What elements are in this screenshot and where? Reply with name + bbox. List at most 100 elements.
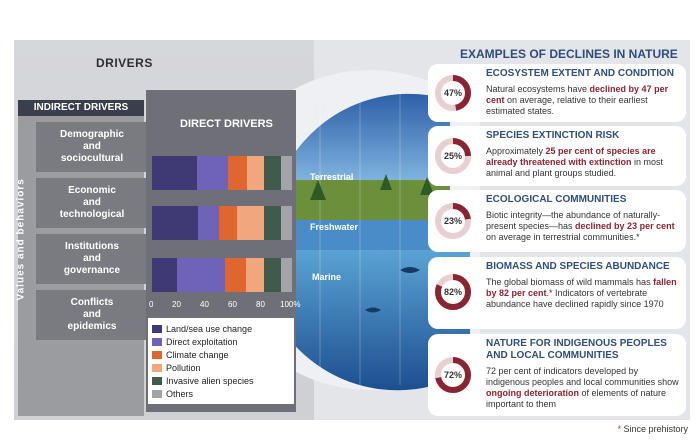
- item-line: governance: [63, 265, 121, 276]
- values-behaviors-label: Values and behaviors: [15, 178, 27, 301]
- card-extinction: 25% SPECIES EXTINCTION RISK Approximatel…: [428, 126, 686, 186]
- donut-chart: 25%: [434, 137, 472, 175]
- donut-chart: 47%: [434, 74, 472, 112]
- item-line: epidemics: [67, 321, 117, 332]
- freshwater-shape: [290, 220, 450, 250]
- bar-segment: [245, 258, 264, 292]
- text-part: Natural ecosystems have: [486, 84, 590, 94]
- card-title: NATURE FOR INDIGENOUS PEOPLES AND LOCAL C…: [486, 338, 667, 362]
- card-title: ECOLOGICAL COMMUNITIES: [486, 194, 626, 206]
- item-line: and: [83, 253, 101, 264]
- bar-segment: [263, 156, 281, 190]
- text-part: Approximately: [486, 146, 546, 156]
- item-line: and: [83, 141, 101, 152]
- item-line: technological: [59, 209, 125, 220]
- legend-label: Invasive alien species: [166, 376, 254, 386]
- indirect-drivers-header: INDIRECT DRIVERS: [18, 100, 144, 116]
- bar-segment: [224, 258, 246, 292]
- direct-drivers-header: DIRECT DRIVERS: [180, 118, 273, 130]
- donut-arc: [435, 274, 471, 310]
- legend-label: Land/sea use change: [166, 324, 253, 334]
- tree-icons: [310, 174, 434, 200]
- drivers-title: DRIVERS: [96, 56, 153, 70]
- donut-percent: 82%: [443, 287, 462, 297]
- item-line: Institutions: [65, 241, 119, 252]
- card-title-line: SPECIES EXTINCTION RISK: [486, 130, 620, 141]
- donut-arc: [435, 75, 471, 111]
- indirect-driver-economic: Economic and technological: [36, 178, 148, 228]
- legend-swatch: [152, 325, 162, 333]
- donut-percent: 23%: [443, 216, 462, 226]
- legend-swatch: [152, 377, 162, 385]
- land-shape: [290, 180, 450, 220]
- legend-swatch: [152, 351, 162, 359]
- tick-label: 100%: [280, 300, 301, 309]
- tick-label: 60: [228, 300, 237, 309]
- card-title-line: BIOMASS AND SPECIES ABUNDANCE: [486, 261, 670, 272]
- donut-percent: 25%: [443, 151, 462, 161]
- text-highlight: fallen by 82 per cent: [486, 277, 677, 298]
- item-line: sociocultural: [60, 153, 124, 164]
- fish-icons: [365, 267, 420, 313]
- legend-label: Others: [166, 389, 194, 399]
- card-indigenous: 72% NATURE FOR INDIGENOUS PEOPLES AND LOC…: [428, 334, 686, 416]
- bar-terrestrial: [152, 156, 292, 190]
- card-text: Natural ecosystems have declined by 47 p…: [486, 84, 682, 117]
- donut-chart: 72%: [434, 356, 472, 394]
- text-part: in most animal and plant groups studied.: [486, 157, 664, 178]
- bar-segment: [280, 156, 292, 190]
- footnote: * Since prehistory: [617, 424, 688, 434]
- donut-arc: [435, 203, 471, 239]
- bar-segment: [280, 258, 292, 292]
- card-communities: 23% ECOLOGICAL COMMUNITIES Biotic integr…: [428, 190, 686, 252]
- donut-percent: 72%: [443, 370, 462, 380]
- realm-freshwater: Freshwater: [310, 222, 359, 232]
- text-part: Biotic integrity—the abundance of natura…: [486, 210, 661, 231]
- item-line: and: [83, 309, 101, 320]
- bar-segment: [280, 206, 292, 240]
- card-title: BIOMASS AND SPECIES ABUNDANCE: [486, 261, 670, 273]
- item-line: Conflicts: [70, 297, 114, 308]
- bar-freshwater: [152, 206, 292, 240]
- text-part: 72 per cent of indicators developed by i…: [486, 366, 679, 387]
- examples-title: EXAMPLES OF DECLINES IN NATURE: [460, 47, 678, 61]
- ocean-shape: [290, 250, 470, 391]
- earth-illustration: [250, 70, 480, 391]
- donut-arc: [435, 357, 471, 393]
- item-line: Economic: [68, 185, 116, 196]
- card-ecosystem: 47% ECOSYSTEM EXTENT AND CONDITION Natur…: [428, 64, 686, 122]
- item-line: Demographic: [60, 129, 124, 140]
- legend-label: Pollution: [166, 363, 201, 373]
- tick-label: 20: [172, 300, 181, 309]
- legend-swatch: [152, 390, 162, 398]
- card-text: 72 per cent of indicators developed by i…: [486, 366, 682, 410]
- text-highlight: declined by 47 per cent: [486, 84, 669, 105]
- text-part: on average in terrestrial communities.*: [486, 232, 640, 242]
- realm-marine: Marine: [312, 272, 342, 282]
- item-line: and: [83, 197, 101, 208]
- text-highlight: 25 per cent of species are already threa…: [486, 146, 656, 167]
- text-part: of elements of nature important to them: [486, 388, 667, 409]
- bar-segment: [263, 206, 281, 240]
- tick-label: 40: [200, 300, 209, 309]
- tick-label: 0: [149, 300, 154, 309]
- card-text: The global biomass of wild mammals has f…: [486, 277, 682, 310]
- bar-segment: [152, 206, 199, 240]
- bar-segment: [152, 156, 197, 190]
- bar-segment: [237, 206, 264, 240]
- card-title-line: ECOLOGICAL COMMUNITIES: [486, 194, 627, 205]
- card-text: Approximately 25 per cent of species are…: [486, 146, 682, 179]
- legend-label: Climate change: [166, 350, 229, 360]
- bar-segment: [263, 258, 281, 292]
- text-highlight: declined by 23 per cent: [575, 221, 675, 231]
- legend: Land/sea use change Direct exploitation …: [148, 318, 294, 404]
- card-text: Biotic integrity—the abundance of natura…: [486, 210, 682, 243]
- bar-segment: [196, 156, 228, 190]
- bar-segment: [198, 206, 220, 240]
- bar-marine: [152, 258, 292, 292]
- card-title-line: ECOSYSTEM EXTENT AND CONDITION: [486, 68, 674, 79]
- donut-percent: 47%: [443, 88, 462, 98]
- sky-shape: [290, 93, 450, 180]
- indirect-driver-conflicts: Conflicts and epidemics: [36, 290, 148, 340]
- legend-label: Direct exploitation: [166, 337, 238, 347]
